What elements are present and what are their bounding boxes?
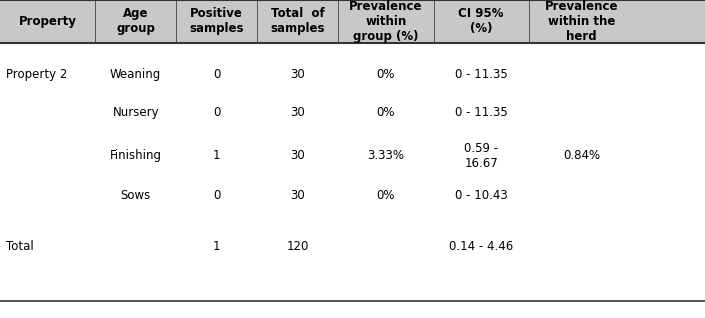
Text: 0 - 10.43: 0 - 10.43 (455, 189, 508, 202)
Text: 1: 1 (213, 149, 221, 162)
Text: 0: 0 (213, 68, 221, 81)
Text: 1: 1 (213, 240, 221, 253)
Text: 0: 0 (213, 107, 221, 119)
Text: Prevalence
within the
herd: Prevalence within the herd (545, 0, 618, 43)
Text: Positive
samples: Positive samples (190, 7, 244, 36)
Text: Property: Property (18, 15, 77, 28)
Text: 120: 120 (287, 240, 309, 253)
Text: 30: 30 (290, 149, 305, 162)
Text: 3.33%: 3.33% (367, 149, 405, 162)
Text: 0.59 -
16.67: 0.59 - 16.67 (464, 142, 498, 170)
Text: CI 95%
(%): CI 95% (%) (458, 7, 504, 36)
Text: 30: 30 (290, 189, 305, 202)
Text: 30: 30 (290, 107, 305, 119)
Text: Age
group: Age group (116, 7, 155, 36)
Text: 30: 30 (290, 68, 305, 81)
Text: 0: 0 (213, 189, 221, 202)
Text: Sows: Sows (121, 189, 151, 202)
Text: 0 - 11.35: 0 - 11.35 (455, 68, 508, 81)
Text: Nursery: Nursery (112, 107, 159, 119)
Text: 0.84%: 0.84% (563, 149, 600, 162)
Text: Weaning: Weaning (110, 68, 161, 81)
Text: 0 - 11.35: 0 - 11.35 (455, 107, 508, 119)
Text: Total  of
samples: Total of samples (271, 7, 325, 36)
Text: 0%: 0% (376, 68, 396, 81)
Text: Finishing: Finishing (110, 149, 161, 162)
Text: Prevalence
within
group (%): Prevalence within group (%) (349, 0, 423, 43)
Text: Property 2: Property 2 (6, 68, 67, 81)
Bar (0, 0, 705, 43)
Text: 0%: 0% (376, 189, 396, 202)
Text: Total: Total (6, 240, 33, 253)
Text: 0.14 - 4.46: 0.14 - 4.46 (449, 240, 513, 253)
Text: 0%: 0% (376, 107, 396, 119)
